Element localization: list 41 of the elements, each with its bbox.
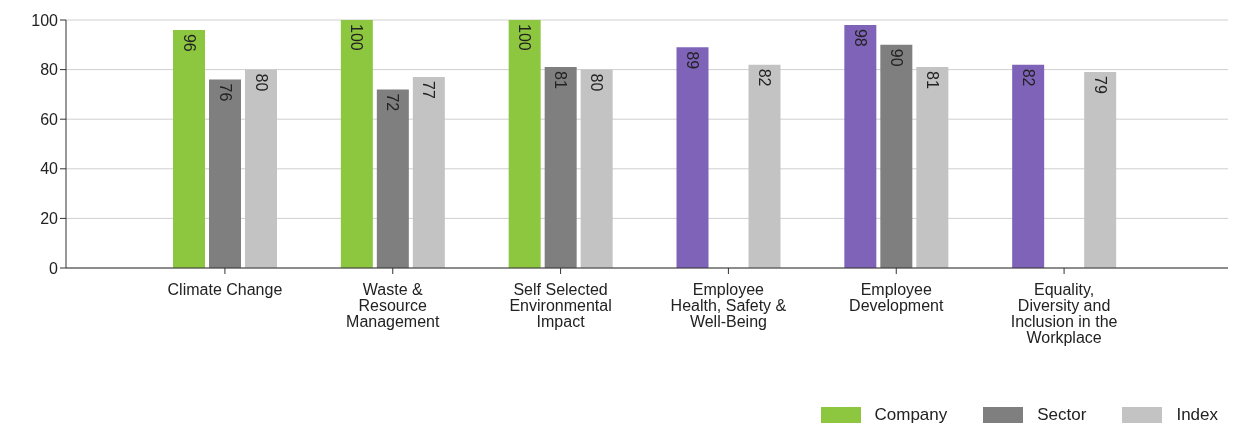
data-label: 80 <box>588 73 606 92</box>
bar <box>376 89 409 268</box>
data-label: 76 <box>216 83 234 102</box>
x-tick-label: Self Selected Environmental Impact <box>509 281 612 331</box>
y-tick-label: 80 <box>40 61 59 79</box>
data-label: 81 <box>552 71 570 90</box>
bar <box>1012 64 1045 268</box>
bar <box>173 29 205 268</box>
data-label: 98 <box>851 28 869 47</box>
legend-label: Sector <box>1037 405 1087 425</box>
bar <box>209 79 241 268</box>
x-tick-label: Waste & Resource Management <box>346 281 440 331</box>
data-label: 77 <box>420 81 438 99</box>
y-tick-label: 40 <box>40 160 59 178</box>
x-tick-label: Employee Development <box>849 281 944 315</box>
y-tick-label: 60 <box>40 110 59 128</box>
data-label: 72 <box>384 93 402 112</box>
x-tick-label: Climate Change <box>167 281 283 299</box>
data-label: 100 <box>516 24 534 51</box>
x-tick-label: Equality, Diversity and Inclusion in the Workplace <box>1010 281 1118 347</box>
data-label: 82 <box>756 68 773 87</box>
bar <box>844 24 877 268</box>
bar <box>340 20 373 268</box>
y-tick-label: 20 <box>40 210 59 228</box>
data-label: 100 <box>348 24 366 51</box>
data-label: 81 <box>923 71 941 90</box>
bar <box>880 44 913 268</box>
legend-label: Company <box>874 405 948 425</box>
legend-label: Index <box>1176 405 1218 425</box>
bar <box>508 20 541 268</box>
x-tick-label: Employee Health, Safety & Well-Being <box>670 281 787 331</box>
bar <box>544 67 577 268</box>
data-label: 90 <box>887 48 905 67</box>
data-label: 80 <box>252 73 270 92</box>
data-label: 82 <box>1019 68 1037 87</box>
data-label: 89 <box>684 51 701 70</box>
data-label: 79 <box>1091 76 1109 94</box>
y-tick-label: 100 <box>31 11 59 29</box>
y-tick-label: 0 <box>49 259 59 277</box>
bar <box>676 47 709 268</box>
data-label: 96 <box>180 33 198 52</box>
